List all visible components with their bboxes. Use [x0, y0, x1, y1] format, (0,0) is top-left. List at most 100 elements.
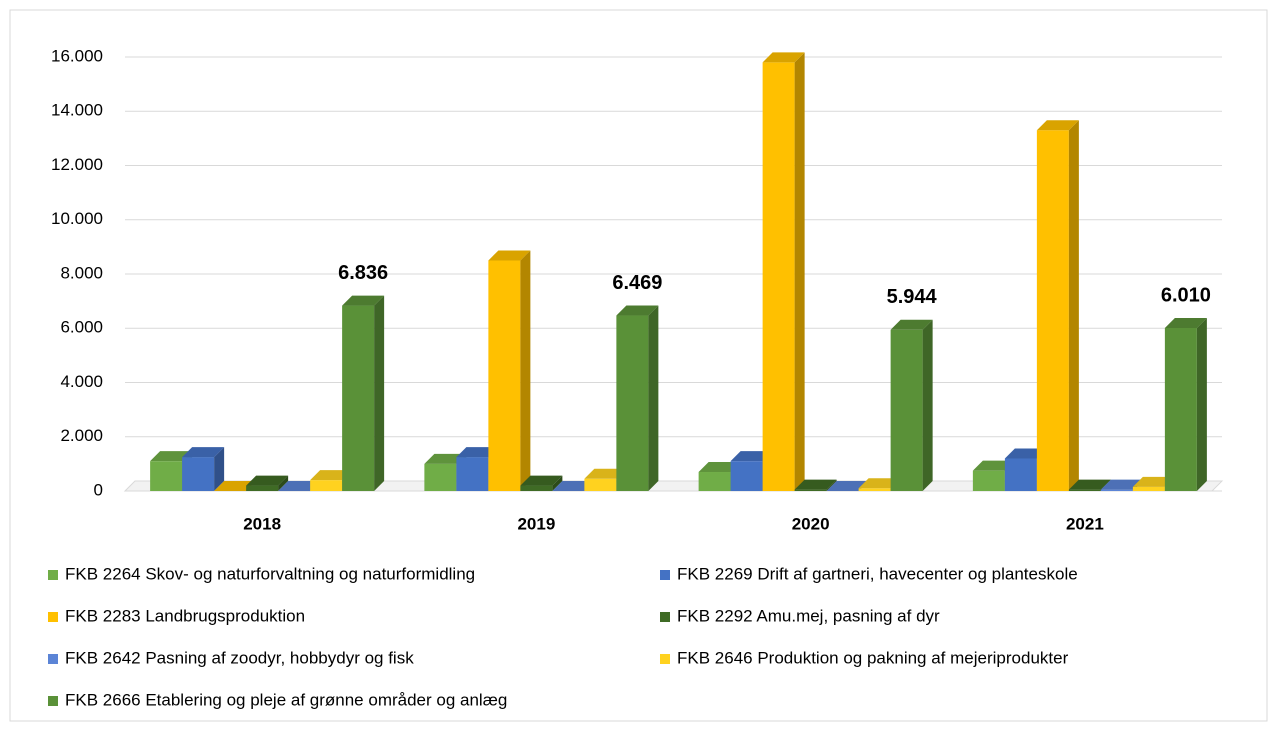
x-tick-label: 2021: [1066, 514, 1104, 533]
bar: [1164, 317, 1207, 491]
bar-side: [374, 295, 385, 491]
bar-top: [1100, 479, 1143, 490]
bar-top: [1164, 317, 1207, 328]
bar-front: [456, 457, 489, 491]
bar: [1036, 120, 1079, 492]
bar: [616, 305, 659, 491]
bar-top: [278, 481, 321, 491]
bar-top: [730, 451, 773, 462]
bar-side: [826, 479, 837, 491]
y-tick-label: 16.000: [51, 46, 103, 65]
bar: [214, 481, 257, 491]
bar-top: [552, 481, 595, 491]
bar-front: [730, 461, 763, 491]
bar: [342, 295, 385, 491]
bar: [182, 447, 225, 491]
legend-swatch: [48, 612, 58, 622]
bar: [890, 319, 933, 491]
bar-top: [1036, 120, 1079, 131]
y-tick-label: 12.000: [51, 155, 103, 174]
bar: [826, 481, 869, 491]
bar-front: [616, 315, 649, 491]
bar-front: [1068, 489, 1101, 491]
bar: [762, 52, 805, 492]
bar-side: [1068, 120, 1079, 492]
bar-front: [488, 260, 521, 491]
bar-top: [1004, 448, 1047, 459]
bar-front: [890, 329, 923, 491]
bar-side: [794, 52, 805, 492]
bar-top: [310, 470, 353, 481]
bar-top: [616, 305, 659, 316]
bar-front: [762, 62, 795, 492]
bar-front: [150, 461, 183, 491]
bar-top: [342, 295, 385, 306]
bar-side: [520, 250, 531, 491]
bar-top: [456, 447, 499, 458]
bar-side: [214, 447, 225, 491]
y-tick-label: 6.000: [60, 318, 103, 337]
bar: [552, 481, 595, 491]
legend-label: FKB 2264 Skov- og naturforvaltning og na…: [65, 564, 475, 583]
y-tick-label: 14.000: [51, 101, 103, 120]
legend-label: FKB 2642 Pasning af zoodyr, hobbydyr og …: [65, 648, 414, 667]
bar-front: [1132, 486, 1165, 491]
bar-top: [826, 481, 869, 491]
bar-top: [794, 479, 837, 490]
bar-top: [150, 451, 193, 462]
bar-top: [520, 475, 563, 486]
bar-front: [794, 489, 827, 491]
legend-label: FKB 2646 Produktion og pakning af mejeri…: [677, 648, 1069, 667]
bar-side: [648, 305, 659, 491]
bar-front: [1004, 458, 1037, 491]
bar-top: [424, 453, 467, 464]
bar: [278, 481, 321, 491]
bar-top: [858, 478, 901, 489]
bar-top: [890, 319, 933, 330]
value-label: 6.836: [338, 262, 388, 284]
x-tick-label: 2019: [517, 514, 555, 533]
bar-front: [1164, 327, 1197, 491]
bar-top: [214, 481, 257, 491]
bar-side: [278, 475, 289, 491]
bar: [488, 250, 531, 491]
value-label: 5.944: [887, 286, 938, 308]
legend-label: FKB 2666 Etablering og pleje af grønne o…: [65, 690, 507, 709]
bar-front: [310, 480, 343, 491]
bar: [520, 475, 563, 491]
bar-top: [182, 447, 225, 458]
bar: [246, 475, 289, 491]
bar-top: [488, 250, 531, 261]
bar-side: [1196, 317, 1207, 491]
bar-side: [552, 475, 563, 491]
bar-front: [342, 305, 375, 491]
bar-front: [182, 457, 215, 491]
x-tick-label: 2020: [792, 514, 830, 533]
bar-side: [922, 319, 933, 491]
bar-front: [698, 472, 731, 491]
value-label: 6.469: [612, 272, 662, 294]
y-tick-label: 0: [94, 480, 103, 499]
bar-top: [1068, 479, 1111, 490]
bar-front: [972, 470, 1005, 491]
bar-top: [246, 475, 289, 486]
x-tick-label: 2018: [243, 514, 281, 533]
legend-swatch: [660, 654, 670, 664]
bar-front: [1036, 130, 1069, 492]
bar-top: [972, 460, 1015, 471]
y-tick-label: 10.000: [51, 209, 103, 228]
bar-front: [1100, 489, 1133, 491]
y-tick-label: 8.000: [60, 263, 103, 282]
bar: [794, 479, 837, 491]
bar-front: [584, 478, 617, 491]
bar-top: [584, 468, 627, 479]
legend-label: FKB 2269 Drift af gartneri, havecenter o…: [677, 564, 1078, 583]
y-tick-label: 2.000: [60, 426, 103, 445]
y-tick-label: 4.000: [60, 372, 103, 391]
legend-swatch: [660, 612, 670, 622]
bar-front: [858, 488, 891, 491]
legend-swatch: [48, 696, 58, 706]
bar-front: [246, 485, 279, 491]
